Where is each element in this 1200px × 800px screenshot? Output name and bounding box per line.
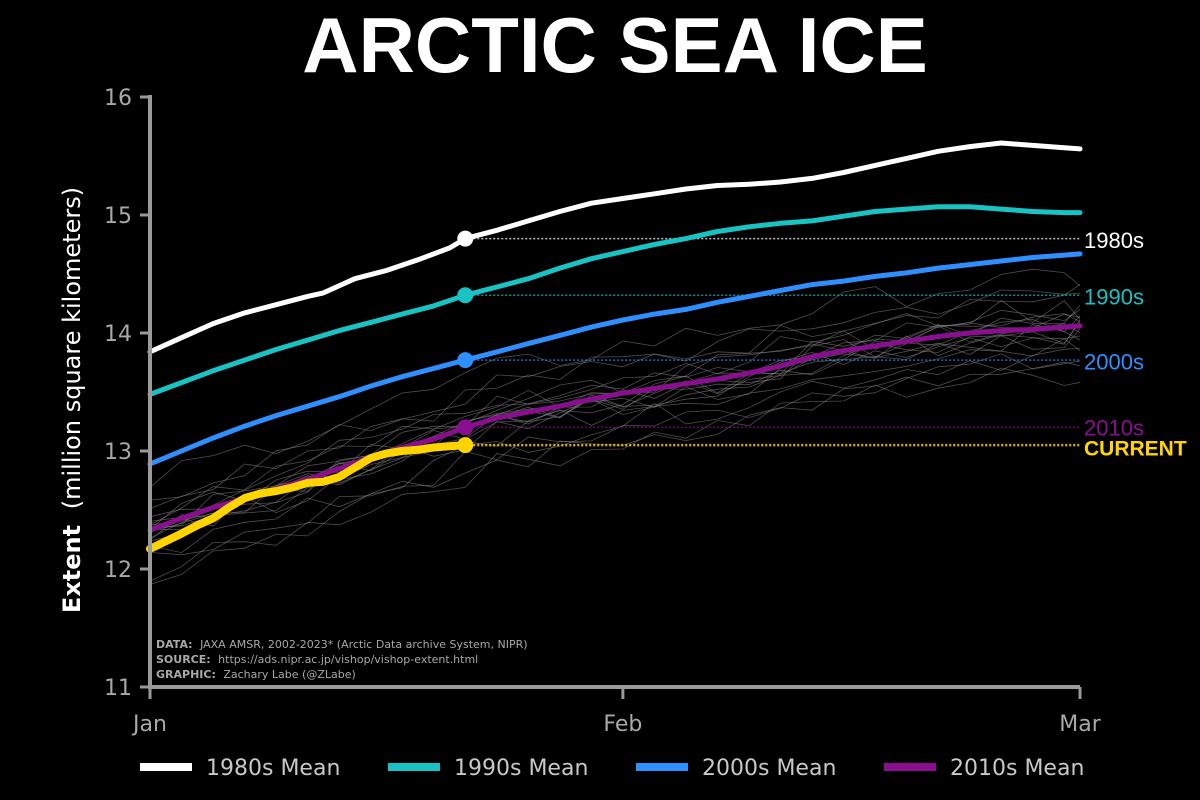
end-label-1980s: 1980s [1084, 228, 1144, 253]
marker-current [457, 437, 474, 454]
background-year-line [149, 348, 1081, 554]
y-axis-label: Extent (million square kilometers) [58, 187, 86, 613]
credit-graphic: GRAPHIC: Zachary Labe (@ZLabe) [156, 668, 356, 681]
background-year-line [149, 289, 1081, 501]
credit-source: SOURCE: https://ads.nipr.ac.jp/vishop/vi… [156, 653, 478, 666]
y-tick-label: 13 [104, 440, 132, 465]
credit-source-label: SOURCE: [156, 653, 211, 666]
legend-label-1990s: 1990s Mean [454, 756, 588, 781]
y-tick-label: 12 [104, 558, 132, 583]
legend: 1980s Mean 1990s Mean 2000s Mean 2010s Mean [140, 756, 1084, 781]
legend-label-2000s: 2000s Mean [702, 756, 836, 781]
background-year-line [149, 268, 1081, 488]
background-year-line [149, 335, 1081, 526]
series-line-1990s [147, 204, 1083, 397]
y-tick-label: 16 [104, 86, 132, 111]
background-year-line [149, 324, 1081, 533]
background-year-line [149, 338, 1081, 542]
background-year-line [149, 367, 1081, 582]
background-year-line [149, 309, 1081, 530]
marker-2000s [457, 352, 474, 369]
reference-lines [465, 237, 1080, 447]
credits-block: DATA: JAXA AMSR, 2002-2023* (Arctic Data… [156, 638, 528, 681]
x-tick-label: Feb [603, 712, 642, 737]
y-tick-label: 15 [104, 204, 132, 229]
y-tick-label: 11 [104, 676, 132, 701]
marker-1980s [457, 230, 474, 247]
credit-graphic-text: Zachary Labe (@ZLabe) [223, 668, 355, 681]
background-year-line [149, 315, 1081, 539]
background-year-line [149, 284, 1081, 509]
y-axis-label-bold: Extent [58, 525, 86, 613]
background-year-line [149, 299, 1081, 526]
series-line-1980s [147, 140, 1083, 355]
series-lines [146, 140, 1083, 553]
credit-data-text: JAXA AMSR, 2002-2023* (Arctic Data archi… [199, 638, 527, 651]
series-line-current [146, 441, 470, 553]
background-year-line [149, 353, 1081, 556]
end-label-1990s: 1990s [1084, 284, 1144, 309]
marker-1990s [457, 287, 474, 304]
legend-label-1980s: 1980s Mean [206, 756, 340, 781]
end-label-2000s: 2000s [1084, 349, 1144, 374]
chart-title: ARCTIC SEA ICE [302, 1, 928, 89]
credit-source-text: https://ads.nipr.ac.jp/vishop/vishop-ext… [218, 653, 478, 666]
x-tick-label: Mar [1059, 712, 1101, 737]
series-line-2000s [147, 251, 1083, 467]
end-label-2010s: 2010s [1084, 415, 1144, 440]
y-axis-label-rest: (million square kilometers) [58, 187, 86, 509]
axes: 11 12 13 14 15 16 Jan Feb Mar [104, 86, 1102, 737]
legend-label-2010s: 2010s Mean [950, 756, 1084, 781]
credit-data-label: DATA: [156, 638, 193, 651]
credit-graphic-label: GRAPHIC: [156, 668, 216, 681]
x-tick-label: Jan [131, 712, 167, 737]
current-day-markers [457, 230, 474, 454]
end-label-current: CURRENT [1084, 437, 1187, 460]
credit-data: DATA: JAXA AMSR, 2002-2023* (Arctic Data… [156, 638, 528, 651]
background-year-line [149, 328, 1081, 532]
marker-2010s [457, 419, 474, 436]
y-tick-label: 14 [104, 322, 132, 347]
